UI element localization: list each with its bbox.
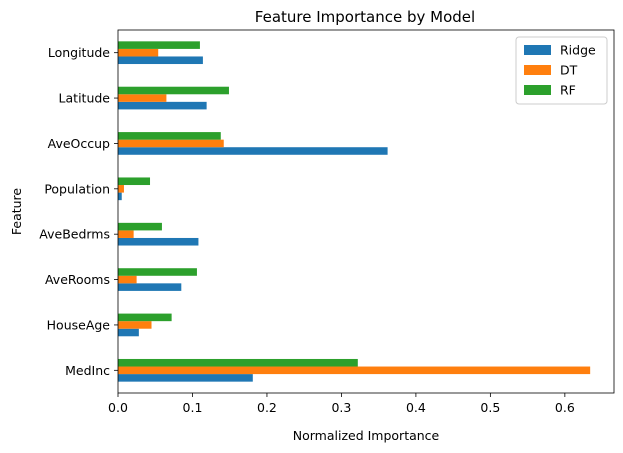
x-axis-title: Normalized Importance — [293, 428, 440, 443]
x-tick-label: 0.5 — [480, 400, 500, 415]
y-tick-label-houseage: HouseAge — [47, 317, 111, 332]
legend-swatch-dt — [524, 65, 551, 75]
bar-rf-population — [118, 177, 151, 186]
chart-title: Feature Importance by Model — [255, 8, 475, 26]
bar-ridge-avebedrms — [118, 237, 199, 246]
bar-rf-averooms — [118, 268, 197, 276]
plot-frame — [117, 29, 615, 394]
bar-ridge-houseage — [118, 328, 139, 337]
bar-rf-longitude — [118, 41, 200, 49]
bar-rf-latitude — [118, 86, 229, 95]
y-tick-label-longitude: Longitude — [48, 45, 110, 60]
y-tick-label-averooms: AveRooms — [45, 272, 110, 287]
legend: Ridge DT RF — [515, 36, 608, 105]
bar-ridge-averooms — [118, 283, 182, 291]
bar-dt-population — [118, 185, 124, 193]
x-tick-label: 0.1 — [183, 400, 203, 415]
y-axis-title: Feature — [9, 188, 24, 236]
bar-ridge-population — [118, 192, 122, 201]
ticks-group: 0.0 0.1 0.2 0.3 0.4 0.5 0.6 MedInc HouseAge AveRo… — [39, 45, 575, 415]
y-tick-label-medinc: MedInc — [65, 363, 110, 378]
legend-label-ridge: Ridge — [560, 43, 596, 58]
bar-dt-averooms — [118, 275, 137, 284]
bar-ridge-latitude — [118, 101, 207, 110]
x-tick-label: 0.2 — [257, 400, 277, 415]
bar-dt-medinc — [118, 366, 591, 375]
bar-ridge-medinc — [118, 374, 253, 382]
y-tick-label-latitude: Latitude — [59, 91, 111, 106]
bar-dt-latitude — [118, 94, 167, 102]
bar-ridge-longitude — [118, 56, 203, 65]
legend-swatch-ridge — [524, 45, 551, 55]
x-tick-label: 0.4 — [406, 400, 426, 415]
bar-rf-avebedrms — [118, 222, 162, 231]
x-tick-label: 0.0 — [108, 400, 128, 415]
x-tick-label: 0.6 — [555, 400, 575, 415]
bar-rf-aveoccup — [118, 132, 221, 140]
bar-rf-houseage — [118, 313, 172, 322]
x-tick-label: 0.3 — [331, 400, 351, 415]
y-tick-label-population: Population — [44, 181, 110, 196]
legend-swatch-rf — [524, 85, 551, 95]
bar-dt-avebedrms — [118, 230, 134, 238]
bar-dt-aveoccup — [118, 139, 224, 148]
y-tick-label-avebedrms: AveBedrms — [39, 227, 110, 242]
bar-dt-houseage — [118, 321, 152, 329]
legend-label-rf: RF — [560, 83, 576, 98]
bar-dt-longitude — [118, 48, 159, 57]
legend-label-dt: DT — [560, 63, 578, 78]
y-tick-label-aveoccup: AveOccup — [48, 136, 110, 151]
bar-ridge-aveoccup — [118, 147, 388, 155]
bars-group — [118, 41, 591, 382]
bar-rf-medinc — [118, 358, 358, 367]
